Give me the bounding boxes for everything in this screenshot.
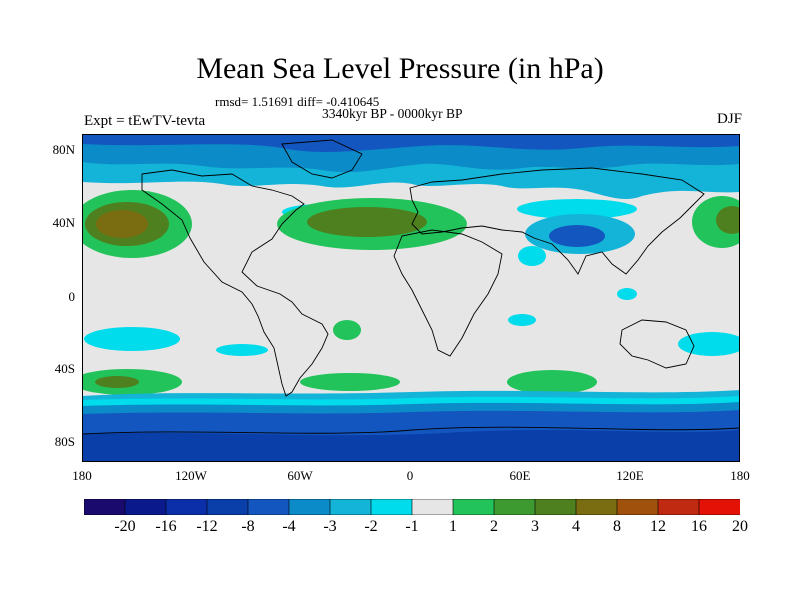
lon-tick-180e: 180 <box>730 468 750 483</box>
lat-tick-80n: 80N <box>52 142 75 157</box>
colorbar-label-1: -16 <box>155 518 177 535</box>
colorbar-label-5: -3 <box>323 518 337 535</box>
colorbar-swatch-0 <box>84 499 126 515</box>
colorbar <box>84 499 740 515</box>
colorbar-swatch-13 <box>616 499 659 515</box>
period-text: 3340kyr BP - 0000kyr BP <box>322 106 463 121</box>
south-atlantic-green-patch <box>333 320 361 340</box>
americas-coast <box>141 169 329 397</box>
colorbar-label-6: -2 <box>364 518 378 535</box>
arabia-cyan-patch <box>518 246 546 266</box>
colorbar-swatch-3 <box>206 499 249 515</box>
map-frame <box>82 134 740 462</box>
north-dark-band <box>82 134 740 152</box>
south-pacific-cyan-patch-2 <box>216 344 268 356</box>
colorbar-swatch-12 <box>575 499 618 515</box>
colorbar-label-11: 4 <box>572 518 580 535</box>
colorbar-swatch-7 <box>370 499 413 515</box>
east-pacific-high-core <box>716 206 740 234</box>
colorbar-label-15: 20 <box>732 518 748 535</box>
colorbar-label-10: 3 <box>531 518 539 535</box>
colorbar-label-2: -12 <box>196 518 218 535</box>
antarctica-coast <box>82 426 740 435</box>
colorbar-label-13: 12 <box>650 518 666 535</box>
colorbar-swatch-15 <box>698 499 740 515</box>
colorbar-label-7: -1 <box>405 518 419 535</box>
colorbar-swatch-4 <box>247 499 290 515</box>
atlantic-high-core <box>307 207 427 237</box>
south-indian-high <box>507 370 597 394</box>
stats-text: rmsd= 1.51691 diff= -0.410645 <box>215 94 380 109</box>
indian-ocean-cyan-patch <box>508 314 536 326</box>
plot-title: Mean Sea Level Pressure (in hPa) <box>196 52 604 85</box>
colorbar-swatch-9 <box>452 499 495 515</box>
lon-tick-60w: 60W <box>287 468 313 483</box>
colorbar-swatch-11 <box>534 499 577 515</box>
pacific-cyan-patch <box>678 332 740 356</box>
colorbar-swatch-1 <box>124 499 167 515</box>
colorbar-label-3: -8 <box>241 518 255 535</box>
lat-tick-0: 0 <box>68 289 76 304</box>
colorbar-label-14: 16 <box>691 518 707 535</box>
lat-tick-40n: 40N <box>52 215 75 230</box>
colorbar-swatch-14 <box>657 499 700 515</box>
colorbar-swatch-2 <box>165 499 208 515</box>
lon-tick-0: 0 <box>406 468 414 483</box>
pressure-map <box>82 134 740 462</box>
colorbar-label-4: -4 <box>282 518 296 535</box>
south-pacific-high-core <box>95 376 139 388</box>
coastlines <box>82 139 740 435</box>
colorbar-swatch-8 <box>411 499 454 515</box>
colorbar-label-9: 2 <box>490 518 498 535</box>
season-label: DJF <box>716 111 742 127</box>
lat-tick-40s: 40S <box>54 361 75 376</box>
antarctic-dark-band <box>82 430 740 462</box>
lon-tick-180w: 180 <box>72 468 92 483</box>
south-atlantic-high <box>300 373 400 391</box>
africa-coast <box>393 229 503 357</box>
tibet-low-inner <box>549 225 605 247</box>
indonesia-cyan-patch <box>617 288 637 300</box>
colorbar-label-8: 1 <box>449 518 457 535</box>
south-pacific-cyan-patch <box>84 327 180 351</box>
australia-coast <box>619 319 695 369</box>
lat-tick-80s: 80S <box>54 434 75 449</box>
colorbar-label-12: 8 <box>613 518 621 535</box>
colorbar-swatch-5 <box>288 499 331 515</box>
lon-tick-60e: 60E <box>509 468 531 483</box>
colorbar-swatch-6 <box>329 499 372 515</box>
colorbar-label-0: -20 <box>114 518 136 535</box>
north-pacific-high-core <box>96 210 148 238</box>
experiment-label: Expt = tEwTV-tevta <box>84 113 206 129</box>
asia-cyan-patch <box>517 199 637 219</box>
greenland-coast <box>281 139 363 179</box>
lon-tick-120e: 120E <box>616 468 644 483</box>
lon-tick-120w: 120W <box>175 468 207 483</box>
colorbar-swatch-10 <box>493 499 536 515</box>
